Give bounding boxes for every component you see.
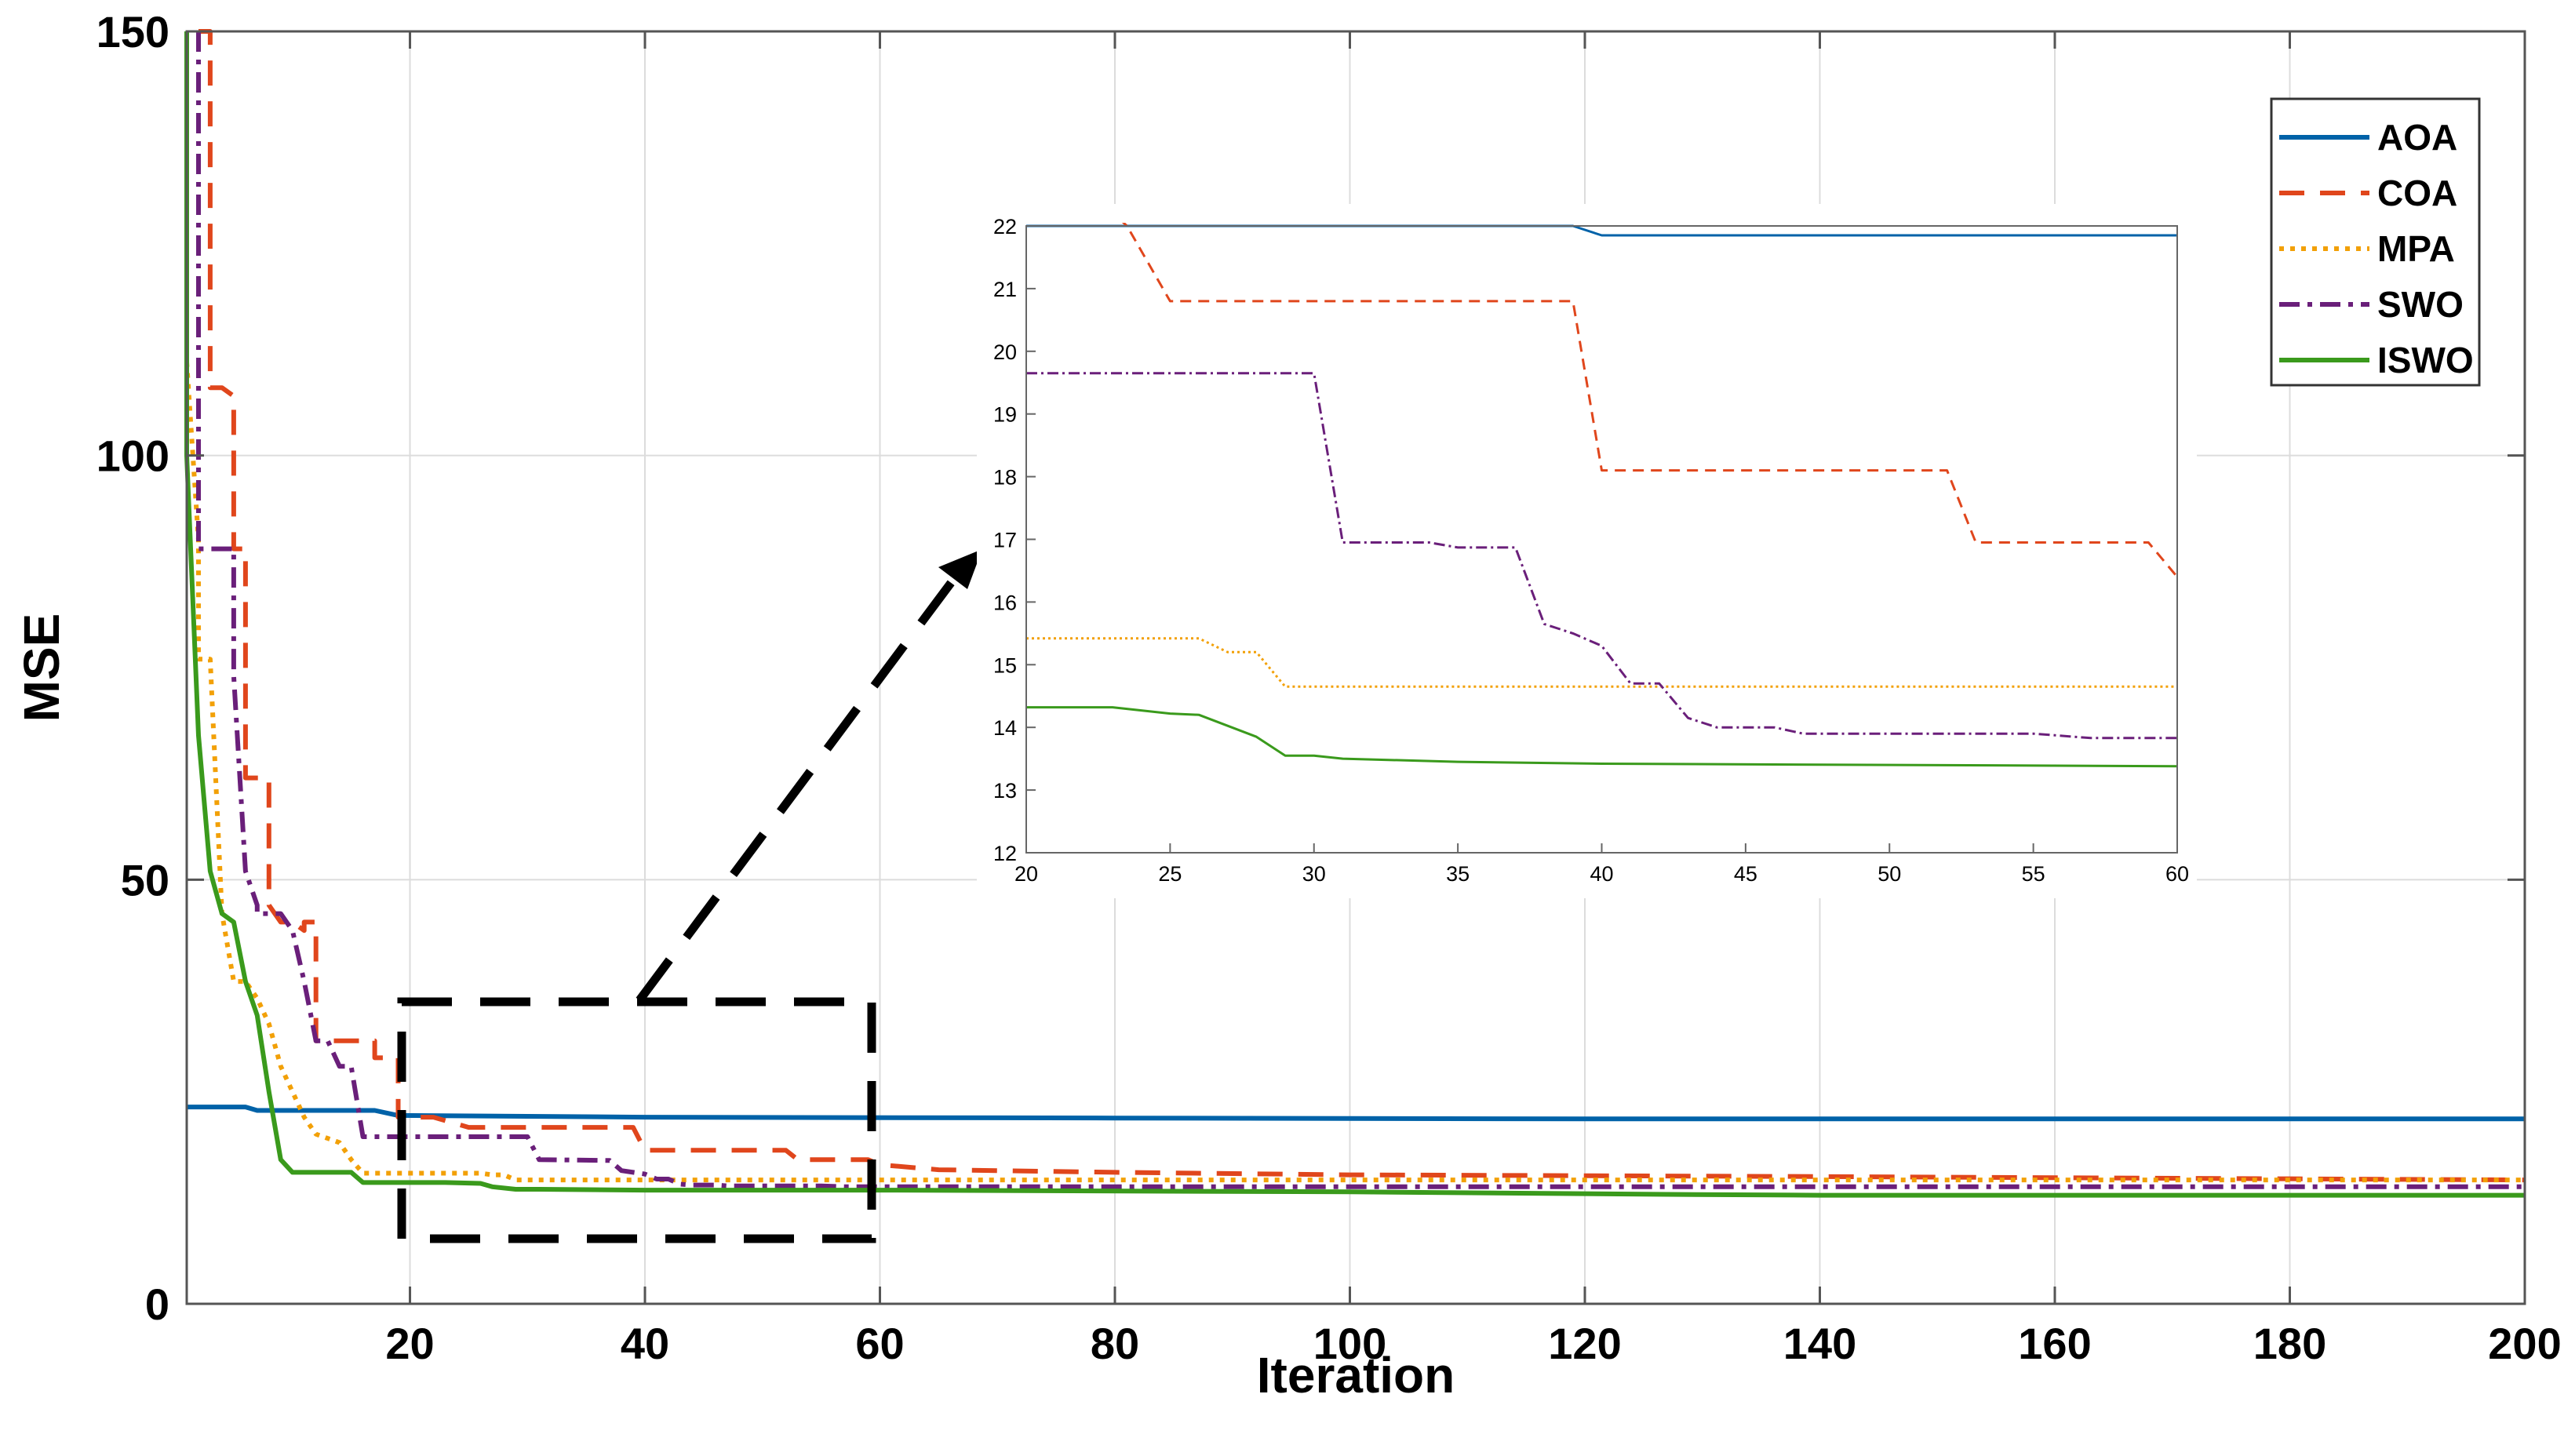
inset-y-tick-label: 13 — [993, 779, 1017, 803]
legend-label: MPA — [2377, 228, 2455, 269]
inset-x-tick-label: 30 — [1302, 862, 1326, 886]
main-y-tick-label: 50 — [121, 855, 169, 905]
inset-y-tick-label: 15 — [993, 653, 1017, 677]
inset-x-tick-label: 50 — [1878, 862, 1901, 886]
inset-y-tick-label: 18 — [993, 466, 1017, 490]
zoom-arrow-line — [636, 573, 960, 1003]
legend: AOA COA MPA SWO ISWO — [2270, 97, 2481, 387]
main-y-tick-label: 0 — [145, 1279, 169, 1329]
main-xticks: 20 40 60 80 100 120 140 160 180 200 — [385, 31, 2562, 1368]
main-y-tick-label: 150 — [97, 7, 169, 56]
main-x-tick-label: 100 — [1313, 1319, 1386, 1368]
legend-item-aoa: AOA — [2279, 117, 2457, 158]
legend-label: AOA — [2377, 117, 2457, 158]
main-series-swo — [196, 31, 2525, 1189]
inset-series-swo — [1026, 372, 2177, 740]
main-x-tick-label: 60 — [855, 1319, 904, 1368]
zoom-box — [397, 997, 876, 1243]
legend-label: ISWO — [2377, 340, 2474, 380]
main-x-tick-label: 200 — [2488, 1319, 2561, 1368]
inset-x-tick-label: 40 — [1590, 862, 1613, 886]
main-series-iswo — [184, 31, 2525, 1198]
zoom-annotation — [397, 549, 982, 1243]
inset-x-tick-label: 55 — [2022, 862, 2045, 886]
inset-series-coa — [1121, 223, 2177, 578]
inset-x-tick-label: 20 — [1014, 862, 1038, 886]
inset-series-iswo — [1026, 706, 2177, 768]
main-x-tick-label: 180 — [2253, 1319, 2326, 1368]
legend-item-mpa: MPA — [2279, 228, 2455, 269]
legend-item-iswo: ISWO — [2279, 340, 2474, 380]
y-axis-label: MSE — [13, 613, 70, 723]
inset-chart: 20 25 30 35 40 45 50 55 60 12 13 14 15 16 17 18 19 20 21 2… — [977, 204, 2197, 898]
inset-yticks: 12 13 14 15 16 17 18 19 20 21 22 — [993, 215, 1036, 865]
x-axis-label: Iteration — [1257, 1347, 1455, 1403]
inset-xticks: 20 25 30 35 40 45 50 55 60 — [1014, 843, 2189, 886]
main-x-tick-label: 20 — [385, 1319, 434, 1368]
inset-y-tick-label: 19 — [993, 403, 1017, 427]
inset-y-tick-label: 20 — [993, 340, 1017, 364]
inset-x-tick-label: 25 — [1158, 862, 1182, 886]
inset-y-tick-label: 12 — [993, 842, 1017, 865]
main-axes-box — [185, 30, 2526, 1305]
inset-series-mpa — [1026, 637, 2177, 688]
main-series-mpa — [184, 362, 2525, 1183]
legend-box — [2270, 97, 2481, 387]
inset-y-tick-label: 14 — [993, 716, 1017, 740]
legend-item-swo: SWO — [2279, 284, 2464, 325]
inset-y-tick-label: 22 — [993, 215, 1017, 238]
main-x-tick-label: 80 — [1091, 1319, 1139, 1368]
main-yticks: 0 50 100 150 — [97, 7, 2525, 1329]
inset-x-tick-label: 60 — [2165, 862, 2189, 886]
inset-plot-area — [1026, 226, 2177, 853]
legend-label: COA — [2377, 173, 2457, 213]
main-x-tick-label: 40 — [621, 1319, 669, 1368]
zoom-arrow-head — [938, 549, 982, 589]
inset-y-tick-label: 21 — [993, 278, 1017, 301]
main-x-tick-label: 160 — [2018, 1319, 2091, 1368]
legend-item-coa: COA — [2279, 173, 2457, 213]
inset-x-tick-label: 35 — [1446, 862, 1470, 886]
main-x-tick-label: 140 — [1783, 1319, 1856, 1368]
main-x-tick-label: 120 — [1548, 1319, 1621, 1368]
inset-y-tick-label: 16 — [993, 591, 1017, 614]
legend-label: SWO — [2377, 284, 2464, 325]
inset-y-tick-label: 17 — [993, 529, 1017, 552]
inset-x-tick-label: 45 — [1734, 862, 1757, 886]
main-y-tick-label: 100 — [97, 431, 169, 481]
